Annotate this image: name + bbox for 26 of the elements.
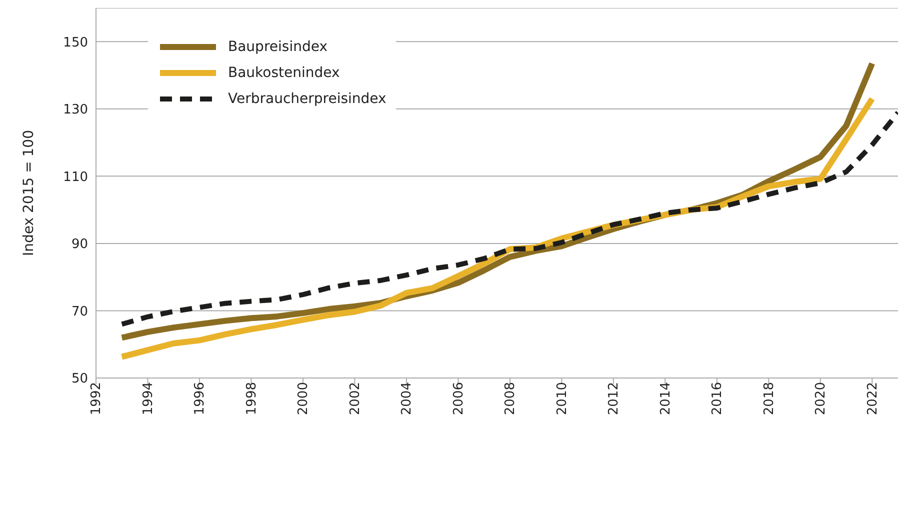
y-tick-label: 130 xyxy=(63,102,88,118)
x-tick-label: 2006 xyxy=(451,382,466,416)
y-tick-label: 70 xyxy=(71,304,88,320)
x-tick-label: 2010 xyxy=(554,382,570,416)
y-tick-label: 50 xyxy=(71,372,88,387)
x-tick-label: 1994 xyxy=(140,382,156,416)
x-tick-label: 2014 xyxy=(658,382,674,416)
x-tick-label: 2016 xyxy=(710,382,726,416)
x-tick-label: 2022 xyxy=(865,382,880,416)
x-tick-label: 2012 xyxy=(606,382,622,416)
x-tick-label: 1992 xyxy=(89,382,104,416)
x-tick-label: 2000 xyxy=(296,382,312,416)
x-tick-label: 2004 xyxy=(400,382,415,416)
legend-label: Baupreisindex xyxy=(228,39,328,55)
x-tick-label: 1998 xyxy=(244,382,260,416)
y-axis-title: Index 2015 = 100 xyxy=(20,130,37,256)
x-tick-label: 2018 xyxy=(762,382,777,416)
x-tick-label: 1996 xyxy=(192,382,208,416)
y-tick-label: 110 xyxy=(63,170,88,185)
x-tick-label: 2020 xyxy=(814,382,829,416)
legend-label: Baukostenindex xyxy=(228,65,340,81)
legend-label: Verbraucherpreisindex xyxy=(228,91,386,107)
y-tick-label: 150 xyxy=(63,35,88,50)
x-tick-label: 2002 xyxy=(348,382,363,416)
y-tick-label: 90 xyxy=(71,237,88,252)
x-tick-label: 2008 xyxy=(503,382,518,416)
